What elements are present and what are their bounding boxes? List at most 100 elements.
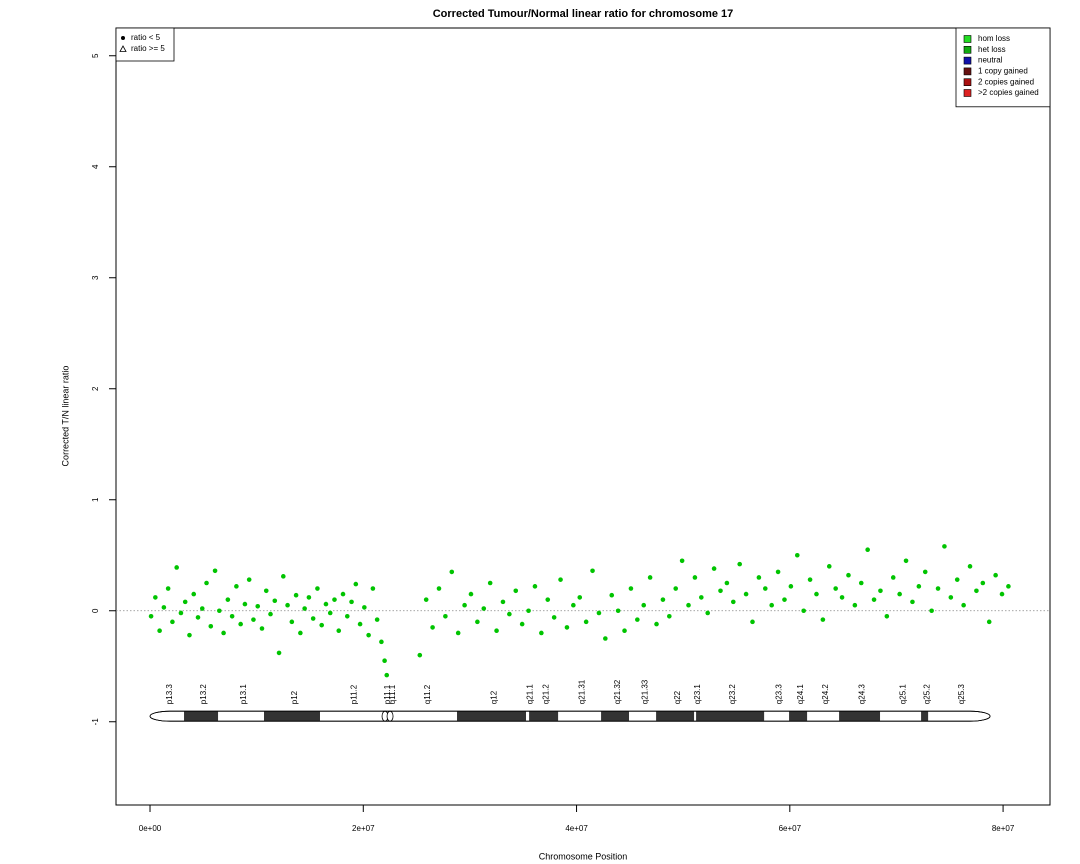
data-point — [208, 623, 214, 629]
data-point — [340, 591, 346, 597]
data-point — [660, 597, 666, 602]
data-point — [417, 652, 423, 658]
data-point — [929, 608, 934, 614]
data-point — [609, 592, 615, 598]
data-point — [667, 614, 672, 619]
data-point — [705, 610, 711, 616]
band-label: p13.3 — [165, 684, 174, 705]
data-point — [475, 619, 480, 625]
data-point — [545, 597, 551, 602]
data-point — [807, 577, 813, 582]
data-point — [526, 608, 531, 614]
data-point — [234, 584, 239, 589]
data-point — [762, 586, 768, 591]
band-label: q21.32 — [613, 679, 622, 704]
data-point — [622, 628, 627, 634]
legend-swatch — [963, 78, 972, 86]
legend-box — [955, 27, 1051, 108]
data-point — [481, 606, 487, 611]
x-tick-label: 6e+07 — [779, 824, 802, 833]
data-point — [884, 614, 890, 619]
band-label: q25.3 — [957, 684, 966, 705]
ideogram-band — [457, 711, 527, 722]
data-point — [187, 632, 192, 638]
band-label: p13.2 — [199, 684, 208, 705]
data-point — [357, 621, 363, 627]
band-label: q11.1 — [388, 684, 397, 704]
x-tick-label: 2e+07 — [352, 824, 375, 833]
data-point — [332, 597, 337, 602]
data-point — [289, 619, 295, 625]
data-point — [775, 569, 781, 575]
y-tick-label: 3 — [91, 275, 100, 280]
data-point — [826, 564, 832, 569]
data-point — [259, 626, 265, 631]
band-label: q12 — [490, 690, 499, 704]
data-point — [532, 584, 538, 589]
data-point — [487, 580, 493, 586]
data-point — [782, 597, 787, 602]
data-point — [319, 622, 324, 628]
data-point — [846, 572, 851, 578]
ideogram-band — [264, 711, 320, 722]
legend-label: 2 copies gained — [978, 77, 1034, 86]
data-point — [336, 628, 342, 634]
data-point — [692, 575, 698, 580]
data-point — [954, 577, 960, 582]
data-point — [935, 586, 941, 591]
data-point — [993, 572, 998, 578]
data-point — [344, 614, 350, 619]
band-label: q24.2 — [821, 684, 830, 705]
data-point — [238, 621, 243, 627]
data-point — [1006, 584, 1011, 589]
data-point — [743, 591, 749, 597]
data-point — [323, 601, 329, 607]
data-point — [513, 588, 519, 594]
data-point — [272, 598, 278, 604]
data-point — [890, 575, 896, 580]
data-point — [737, 561, 742, 567]
data-point — [961, 602, 966, 608]
data-point — [794, 552, 800, 558]
data-point — [468, 591, 474, 597]
legend-label: >2 copies gained — [978, 88, 1039, 97]
data-point — [310, 616, 316, 621]
data-point — [750, 619, 755, 625]
data-point — [980, 580, 986, 586]
legend-swatch — [963, 45, 972, 54]
data-point — [699, 595, 704, 600]
data-point — [922, 569, 928, 575]
data-point — [500, 599, 506, 605]
band-label: q22 — [673, 690, 682, 704]
data-point — [756, 575, 762, 580]
band-label: p13.1 — [239, 684, 248, 705]
data-point — [507, 611, 512, 617]
ideogram-band — [529, 711, 559, 722]
ideogram-band — [601, 711, 630, 722]
ideogram-band — [696, 711, 765, 722]
legend-symbol — [119, 45, 127, 52]
data-point — [462, 602, 467, 608]
legend-label: 1 copy gained — [978, 67, 1028, 76]
legend-label: ratio >= 5 — [131, 44, 165, 53]
data-point — [366, 632, 371, 638]
band-label: q24.3 — [858, 684, 867, 705]
data-point — [379, 639, 384, 645]
data-point — [603, 636, 608, 641]
data-point — [306, 595, 312, 600]
data-point — [519, 621, 525, 627]
data-point — [281, 574, 286, 579]
data-point — [999, 591, 1005, 597]
data-point — [788, 584, 794, 589]
data-point — [221, 630, 226, 636]
data-point — [878, 588, 883, 594]
data-point — [686, 602, 691, 608]
data-point — [673, 586, 679, 591]
band-label: q23.2 — [728, 684, 737, 705]
data-point — [865, 547, 870, 552]
legend-label: hom loss — [978, 34, 1010, 43]
y-tick-label: -1 — [91, 718, 100, 726]
data-point — [217, 608, 222, 614]
data-point — [263, 588, 269, 594]
